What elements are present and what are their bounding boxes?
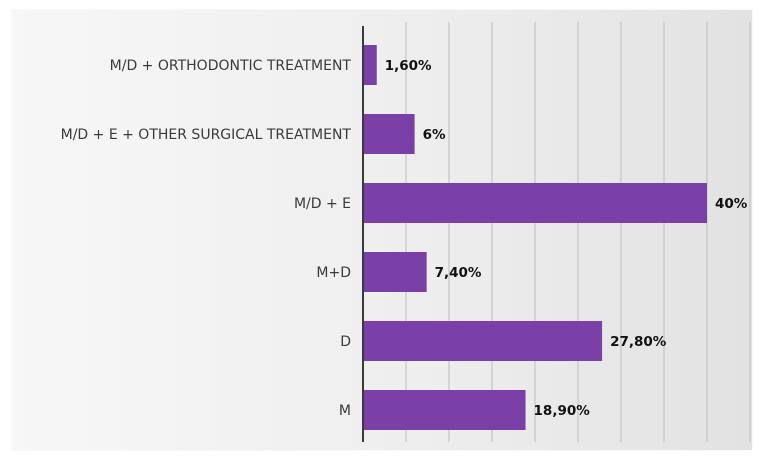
labels: M/D + ORTHODONTIC TREATMENT 1,60% M/D + E …	[61, 58, 748, 419]
bar-1	[363, 45, 377, 85]
data-label-6: 18,90%	[534, 403, 591, 419]
bar-chart: M/D + ORTHODONTIC TREATMENT 1,60% M/D + E …	[61, 22, 751, 442]
bar-3	[363, 183, 707, 223]
data-label-3: 40%	[715, 196, 748, 212]
bar-5	[363, 321, 603, 361]
category-label-6: M	[339, 403, 351, 419]
bar-4	[363, 252, 427, 292]
category-label-1: M/D + ORTHODONTIC TREATMENT	[110, 58, 352, 74]
category-label-2: M/D + E + OTHER SURGICAL TREATMENT	[61, 127, 352, 143]
category-label-3: M/D + E	[294, 196, 351, 212]
data-label-1: 1,60%	[385, 58, 432, 74]
bar-2	[363, 114, 415, 154]
gridlines	[405, 22, 751, 442]
category-label-5: D	[340, 334, 351, 350]
chart-area: M/D + ORTHODONTIC TREATMENT 1,60% M/D + E …	[12, 10, 752, 450]
bar-6	[363, 390, 526, 430]
data-label-2: 6%	[423, 127, 446, 143]
data-label-4: 7,40%	[435, 265, 482, 281]
bars	[363, 45, 707, 430]
data-label-5: 27,80%	[610, 334, 667, 350]
category-label-4: M+D	[316, 265, 351, 281]
